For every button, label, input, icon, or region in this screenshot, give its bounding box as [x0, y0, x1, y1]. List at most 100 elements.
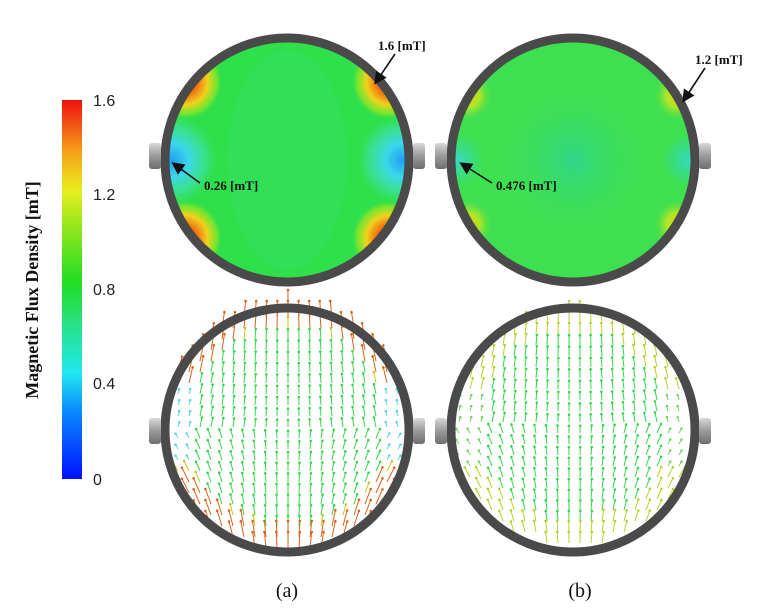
field-vector [590, 468, 593, 478]
field-vector [264, 505, 267, 516]
field-vector-head [477, 438, 481, 441]
field-vector [502, 345, 506, 357]
field-vector [341, 373, 344, 384]
field-vector-head [521, 445, 525, 448]
panel-b-min-label: 0.476 [mT] [496, 178, 557, 193]
field-vector [634, 456, 639, 467]
field-vector [207, 461, 212, 472]
field-vector [612, 424, 616, 434]
field-vector-head [263, 471, 267, 475]
field-vector-head [535, 367, 539, 371]
field-vector [364, 488, 372, 505]
field-vector-head [567, 413, 571, 417]
field-vector [524, 402, 527, 412]
field-vector-head [217, 449, 221, 453]
field-vector [193, 478, 201, 494]
field-vector [243, 340, 246, 351]
field-vector [386, 467, 395, 483]
field-vector-head [340, 338, 343, 342]
field-vector-head [625, 477, 628, 481]
field-vector-head [297, 327, 301, 331]
field-vector [362, 362, 366, 373]
field-vector-head [546, 412, 549, 416]
field-vector-head [459, 404, 462, 408]
field-vector [207, 450, 212, 461]
field-vector [546, 369, 549, 379]
field-vector-head [546, 401, 549, 405]
field-vector [240, 510, 245, 527]
field-vector [590, 510, 593, 522]
field-vector [633, 390, 636, 401]
field-vector [522, 435, 526, 445]
field-vector [656, 477, 662, 489]
field-vector [601, 500, 604, 511]
field-vector-head [567, 509, 571, 513]
field-vector-head [263, 439, 267, 443]
field-vector-head [556, 456, 559, 460]
field-vector [232, 362, 235, 373]
field-vector [545, 478, 548, 489]
field-vector [545, 489, 548, 500]
field-vector [221, 362, 224, 373]
field-vector [253, 440, 256, 450]
field-vector-head [680, 449, 683, 452]
field-vector-head [579, 519, 582, 523]
field-vector [590, 500, 593, 511]
field-vector [309, 505, 312, 516]
field-vector [498, 510, 504, 522]
field-vector [545, 468, 548, 478]
field-vector-head [286, 530, 290, 534]
field-vector-head [263, 461, 267, 464]
field-vector-head [329, 299, 332, 303]
field-vector-head [567, 356, 571, 360]
field-vector-head [274, 519, 278, 523]
field-vector-head [322, 519, 325, 523]
field-vector [207, 483, 212, 494]
field-vector [533, 457, 537, 467]
field-vector-head [206, 427, 210, 431]
panel-a-min-label: 0.26 [mT] [204, 178, 258, 193]
field-vector-head [643, 411, 646, 415]
field-vector-head [660, 487, 663, 491]
field-vector-head [557, 367, 560, 371]
field-vector [199, 406, 203, 417]
field-vector [240, 521, 245, 538]
field-vector [331, 494, 335, 505]
field-vector-head [244, 299, 247, 303]
field-vector [601, 425, 604, 434]
field-vector-head [524, 356, 528, 359]
field-vector-head [275, 327, 279, 331]
field-vector [298, 505, 301, 516]
field-vector-head [243, 338, 247, 342]
field-vector [545, 446, 548, 456]
field-vector [612, 510, 616, 522]
field-vector-head [632, 389, 635, 393]
field-vector-head [211, 394, 214, 397]
field-vector-head [372, 370, 376, 374]
field-vector [241, 505, 245, 516]
field-vector-head [215, 498, 219, 502]
field-vector-head [578, 413, 582, 416]
field-vector-head [351, 416, 354, 420]
field-vector-head [632, 332, 635, 336]
field-vector-head [252, 493, 255, 496]
field-vector-head [636, 455, 640, 459]
field-vector [623, 489, 627, 500]
field-vector [612, 489, 616, 500]
field-vector [298, 483, 301, 494]
field-vector-head [578, 333, 582, 337]
field-vector [330, 351, 333, 362]
field-vector-head [298, 530, 302, 534]
field-vector-head [180, 477, 184, 480]
field-vector [230, 494, 234, 505]
field-vector-head [355, 438, 359, 442]
field-vector-head [659, 433, 663, 437]
field-vector-head [217, 482, 221, 485]
field-vector-head [466, 438, 469, 441]
field-vector [545, 436, 548, 445]
field-vector [353, 483, 358, 494]
field-vector [210, 417, 214, 428]
field-vector [556, 510, 559, 522]
field-vector-head [532, 498, 536, 502]
field-vector-head [276, 299, 279, 303]
